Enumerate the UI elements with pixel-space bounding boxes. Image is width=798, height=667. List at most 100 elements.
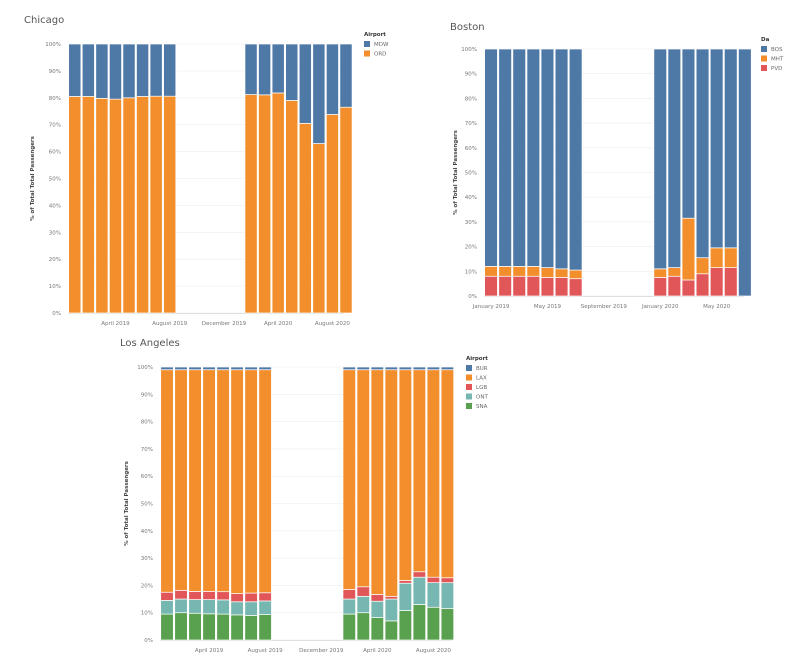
bar-segment-ont bbox=[216, 599, 230, 615]
legend-swatch bbox=[364, 41, 370, 47]
y-tick-label: 70% bbox=[465, 121, 477, 127]
bar-segment-mdw bbox=[285, 43, 299, 101]
x-tick-label: August 2019 bbox=[152, 321, 187, 327]
legend-label: ONT bbox=[476, 395, 488, 401]
legend-label: MHT bbox=[771, 57, 784, 63]
bar-segment-lgb bbox=[230, 593, 244, 603]
bar-segment-lgb bbox=[370, 594, 384, 602]
chart-chicago: Chicago 0% 10% 20% 30% 40% 50% 60% 70% 80% 90% 100%… bbox=[24, 15, 389, 327]
legend-title: Da bbox=[761, 37, 770, 43]
bar-segment-mdw bbox=[325, 43, 339, 115]
bar-segment-mdw bbox=[244, 43, 258, 95]
bar-segment-lax bbox=[398, 369, 412, 581]
bar-segment-ont bbox=[426, 582, 441, 608]
bar-segment-sna bbox=[356, 612, 370, 641]
y-tick-label: 90% bbox=[141, 392, 153, 398]
bar-segment-ont bbox=[244, 601, 258, 616]
bar-segment-bur bbox=[412, 366, 427, 371]
y-tick-label: 20% bbox=[141, 583, 153, 589]
bar-segment-bur bbox=[356, 366, 370, 371]
legend-swatch bbox=[466, 365, 472, 371]
bar-segment-ont bbox=[202, 599, 216, 615]
bar-segment-bos bbox=[484, 48, 498, 267]
bar-segment-ord bbox=[149, 95, 163, 314]
bar-segment-pvd bbox=[709, 267, 724, 297]
y-tick-label: 30% bbox=[465, 220, 477, 226]
x-tick-label: April 2019 bbox=[101, 321, 130, 327]
y-axis-title: % of Total Total Passengers bbox=[453, 129, 459, 215]
y-tick-label: 90% bbox=[49, 69, 61, 75]
bar-segment-sna bbox=[230, 614, 244, 641]
x-tick-label: August 2020 bbox=[315, 321, 350, 327]
bar-segment-ord bbox=[163, 95, 177, 314]
bar-segment-ont bbox=[384, 598, 398, 622]
y-tick-label: 40% bbox=[141, 529, 153, 535]
bar-segment-mht bbox=[526, 266, 541, 277]
bar-segment-lgb bbox=[384, 595, 398, 600]
bar-segment-ord bbox=[122, 97, 136, 314]
legend-label: MDW bbox=[374, 42, 389, 48]
bar-segment-bos bbox=[681, 48, 696, 219]
bar-segment-bur bbox=[160, 366, 174, 371]
bar-segment-mdw bbox=[298, 43, 312, 124]
bar-segment-mdw bbox=[109, 43, 122, 100]
legend-label: BOS bbox=[771, 47, 783, 53]
bar-segment-bur bbox=[384, 366, 398, 371]
y-tick-label: 20% bbox=[49, 257, 61, 263]
bar-segment-ord bbox=[136, 96, 150, 314]
y-tick-label: 30% bbox=[141, 556, 153, 562]
bar-segment-ont bbox=[258, 600, 272, 615]
bar-segment-mdw bbox=[339, 43, 353, 108]
bar-segment-bur bbox=[202, 366, 216, 371]
bar-segment-lax bbox=[426, 369, 441, 578]
y-axis-title: % of Total Total Passengers bbox=[124, 460, 130, 546]
legend-label: SNA bbox=[476, 404, 488, 410]
bar-segment-pvd bbox=[512, 275, 526, 297]
y-tick-label: 10% bbox=[141, 611, 153, 617]
y-tick-label: 90% bbox=[465, 72, 477, 78]
legend-swatch bbox=[466, 393, 472, 400]
bar-segment-mdw bbox=[312, 43, 326, 144]
bar-segment-ont bbox=[174, 598, 188, 614]
bar-segment-pvd bbox=[554, 277, 569, 297]
bar-segment-lax bbox=[174, 369, 188, 591]
y-axis-title: % of Total Total Passengers bbox=[30, 135, 36, 221]
bar-segment-ont bbox=[188, 599, 202, 614]
x-tick-label: May 2020 bbox=[703, 304, 731, 310]
bar-segment-lgb bbox=[342, 589, 356, 600]
bar-segment-sna bbox=[370, 617, 384, 641]
y-tick-label: 100% bbox=[137, 365, 153, 371]
bar-segment-bos bbox=[695, 48, 710, 259]
bar-segment-sna bbox=[342, 613, 356, 641]
bar-segment-ord bbox=[339, 106, 353, 314]
bar-segment-lgb bbox=[160, 591, 174, 601]
bar-segment-lgb bbox=[440, 577, 455, 584]
bar-segment-sna bbox=[398, 610, 412, 641]
chart-los-angeles: Los Angeles 0% 10% 20% 30% 40% 50% 60% 70% 80% 90%… bbox=[120, 338, 488, 654]
bar-segment-pvd bbox=[484, 275, 498, 297]
y-tick-label: 80% bbox=[465, 96, 477, 102]
bar-segment-lgb bbox=[398, 580, 412, 584]
bar-segment-ont bbox=[440, 582, 455, 609]
bar-segment-mht bbox=[484, 266, 498, 277]
bar-segment-pvd bbox=[653, 277, 667, 297]
bar-segment-lax bbox=[202, 369, 216, 592]
bar-segment-ord bbox=[271, 92, 285, 314]
bar-segment-ord bbox=[109, 98, 122, 314]
x-tick-label: April 2020 bbox=[363, 648, 392, 654]
y-tick-label: 30% bbox=[49, 230, 61, 236]
x-tick-label: August 2019 bbox=[248, 648, 283, 654]
bar-segment-bos bbox=[738, 48, 752, 297]
x-tick-label: August 2020 bbox=[416, 648, 451, 654]
legend-swatch bbox=[761, 65, 767, 71]
legend-label: ORD bbox=[374, 52, 386, 58]
bar-segment-bur bbox=[398, 366, 412, 371]
bar-segment-pvd bbox=[695, 273, 710, 297]
bar-segment-mdw bbox=[149, 43, 163, 97]
bar-segment-lax bbox=[342, 369, 356, 590]
bar-segment-lgb bbox=[244, 592, 258, 603]
legend-label: LGB bbox=[476, 385, 487, 391]
bar-segment-bos bbox=[723, 48, 738, 249]
